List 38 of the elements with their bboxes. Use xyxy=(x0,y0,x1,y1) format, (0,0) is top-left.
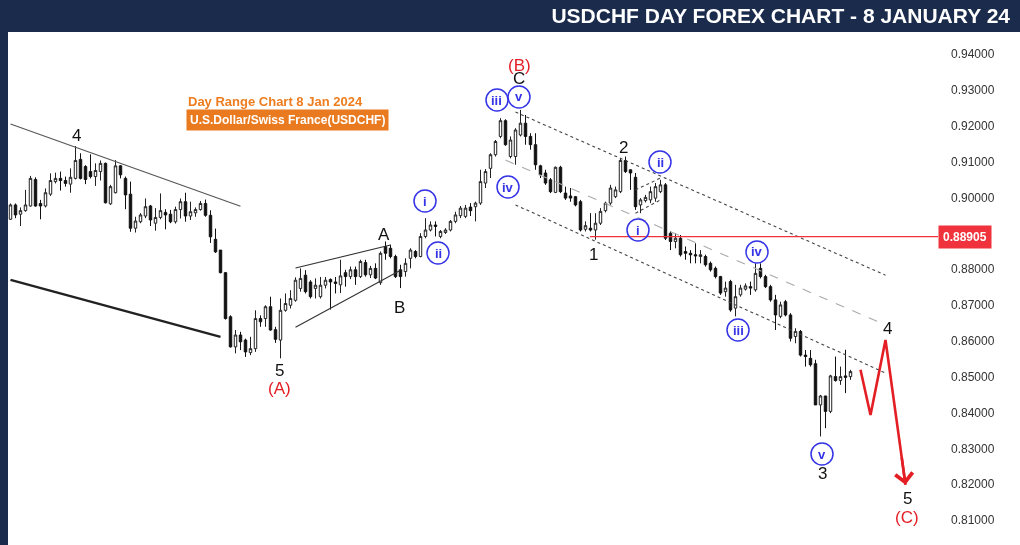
annotation: 1 xyxy=(589,245,599,264)
annotation: iv xyxy=(502,180,514,195)
annotation: iii xyxy=(733,323,744,338)
y-tick-label: 0.85000 xyxy=(951,369,995,384)
y-tick-label: 0.87000 xyxy=(951,298,995,313)
annotation: v xyxy=(515,89,523,104)
annotation: ii xyxy=(657,155,665,170)
y-tick-label: 0.82000 xyxy=(951,477,995,492)
y-tick-label: 0.90000 xyxy=(951,190,995,205)
annotation: v xyxy=(818,447,826,462)
annotation: A xyxy=(378,225,390,244)
chart-title: USDCHF DAY FOREX CHART - 8 JANUARY 24 xyxy=(551,4,1011,28)
y-tick-label: 0.81000 xyxy=(951,513,995,528)
text: Day Range Chart 8 Jan 2024 xyxy=(188,94,363,109)
annotation: i xyxy=(636,223,640,238)
y-tick-label: 0.92000 xyxy=(951,118,995,133)
y-tick-label: 0.94000 xyxy=(951,47,995,62)
ref-line-label: 0.88905 xyxy=(943,230,987,244)
annotation: ii xyxy=(435,246,443,261)
annotation: iii xyxy=(491,93,502,108)
annotation: 5 xyxy=(903,489,913,508)
annotation: 5 xyxy=(275,361,285,380)
y-tick-label: 0.83000 xyxy=(951,441,995,456)
annotation: (C) xyxy=(895,508,919,527)
annotation: 4 xyxy=(72,126,82,145)
y-tick-label: 0.93000 xyxy=(951,83,995,98)
annotation: iv xyxy=(751,244,763,259)
annotation: i xyxy=(423,194,427,209)
y-tick-label: 0.88000 xyxy=(951,262,995,277)
annotation: B xyxy=(394,298,406,317)
annotation: U.S.Dollar/Swiss France(USDCHF) xyxy=(190,113,386,127)
annotation: 2 xyxy=(619,138,629,157)
y-tick-label: 0.91000 xyxy=(951,154,995,169)
y-tick-label: 0.84000 xyxy=(951,405,995,420)
annotation: (A) xyxy=(268,379,291,398)
annotation: 3 xyxy=(818,464,828,483)
annotation: 4 xyxy=(883,319,893,338)
y-tick-label: 0.86000 xyxy=(951,333,995,348)
